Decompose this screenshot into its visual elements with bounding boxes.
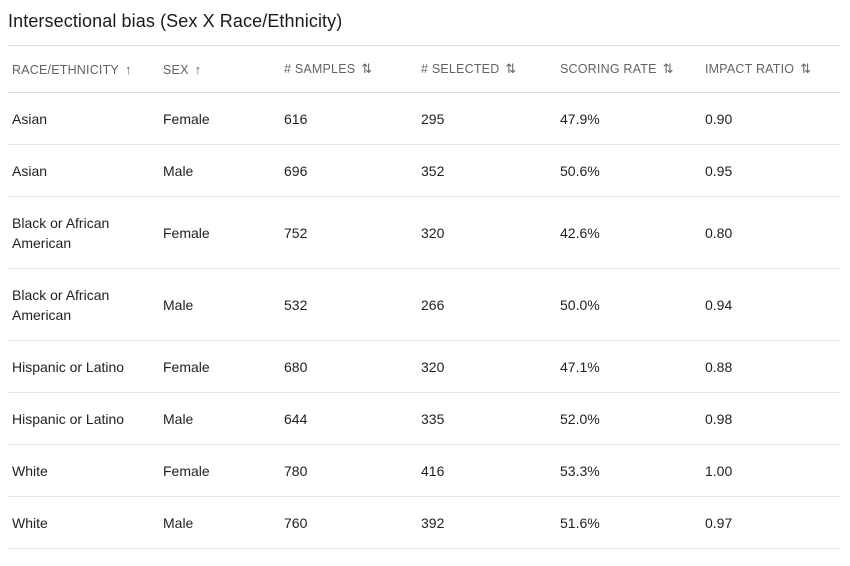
header-label: SCORING RATE bbox=[560, 62, 657, 76]
cell-samples: 752 bbox=[284, 224, 308, 241]
cell-impact-ratio: 0.88 bbox=[705, 358, 733, 375]
header-samples[interactable]: # SAMPLES ⇅ bbox=[280, 46, 417, 93]
table-row: White Female 780 416 53.3% 1.00 bbox=[8, 445, 840, 497]
cell-samples: 680 bbox=[284, 358, 308, 375]
cell-sex: Female bbox=[163, 224, 210, 241]
header-label: # SELECTED bbox=[421, 62, 500, 76]
table-row: White Male 760 392 51.6% 0.97 bbox=[8, 497, 840, 549]
header-label: SEX bbox=[163, 62, 189, 77]
cell-sex: Male bbox=[163, 514, 194, 531]
cell-samples: 532 bbox=[284, 296, 308, 313]
header-sex[interactable]: SEX ↑ bbox=[159, 46, 280, 93]
sort-updown-icon[interactable]: ⇅ bbox=[800, 61, 812, 76]
header-label: IMPACT RATIO bbox=[705, 62, 795, 76]
cell-samples: 760 bbox=[284, 514, 308, 531]
cell-race: Asian bbox=[12, 162, 48, 179]
cell-selected: 392 bbox=[421, 514, 445, 531]
cell-race: Asian bbox=[12, 110, 48, 127]
cell-scoring-rate: 42.6% bbox=[560, 224, 600, 241]
cell-scoring-rate: 53.3% bbox=[560, 462, 600, 479]
page-title: Intersectional bias (Sex X Race/Ethnicit… bbox=[8, 11, 343, 31]
cell-race: Hispanic or Latino bbox=[12, 410, 125, 427]
cell-selected: 266 bbox=[421, 296, 445, 313]
sort-updown-icon[interactable]: ⇅ bbox=[505, 61, 517, 76]
arrow-up-icon[interactable]: ↑ bbox=[194, 61, 202, 77]
cell-samples: 644 bbox=[284, 410, 308, 427]
table-row: Asian Male 696 352 50.6% 0.95 bbox=[8, 145, 840, 197]
cell-scoring-rate: 47.9% bbox=[560, 110, 600, 127]
header-label: # SAMPLES bbox=[284, 62, 356, 76]
header-impact-ratio[interactable]: IMPACT RATIO ⇅ bbox=[701, 46, 840, 93]
cell-sex: Female bbox=[163, 110, 210, 127]
cell-impact-ratio: 0.98 bbox=[705, 410, 733, 427]
cell-impact-ratio: 0.80 bbox=[705, 224, 733, 241]
table-row: Black or African American Female 752 320… bbox=[8, 197, 840, 269]
cell-sex: Female bbox=[163, 462, 210, 479]
cell-sex: Male bbox=[163, 162, 194, 179]
cell-selected: 320 bbox=[421, 358, 445, 375]
cell-selected: 295 bbox=[421, 110, 445, 127]
cell-selected: 320 bbox=[421, 224, 445, 241]
cell-race: White bbox=[12, 514, 48, 531]
cell-selected: 416 bbox=[421, 462, 445, 479]
cell-selected: 352 bbox=[421, 162, 445, 179]
table-row: Black or African American Male 532 266 5… bbox=[8, 269, 840, 341]
cell-samples: 780 bbox=[284, 462, 308, 479]
cell-impact-ratio: 0.94 bbox=[705, 296, 733, 313]
sort-updown-icon[interactable]: ⇅ bbox=[361, 61, 373, 76]
cell-selected: 335 bbox=[421, 410, 445, 427]
cell-race: Hispanic or Latino bbox=[12, 358, 125, 375]
header-selected[interactable]: # SELECTED ⇅ bbox=[417, 46, 556, 93]
cell-sex: Female bbox=[163, 358, 210, 375]
table-row: Hispanic or Latino Male 644 335 52.0% 0.… bbox=[8, 393, 840, 445]
table-row: Asian Female 616 295 47.9% 0.90 bbox=[8, 93, 840, 145]
intersectional-bias-table: RACE/ETHNICITY ↑ SEX ↑ # SAMPLES ⇅ # SELECT… bbox=[8, 45, 840, 549]
cell-impact-ratio: 0.97 bbox=[705, 514, 733, 531]
cell-scoring-rate: 47.1% bbox=[560, 358, 600, 375]
sort-updown-icon[interactable]: ⇅ bbox=[662, 61, 674, 76]
cell-race: Black or African American bbox=[12, 286, 110, 323]
cell-sex: Male bbox=[163, 410, 194, 427]
cell-impact-ratio: 1.00 bbox=[705, 462, 733, 479]
header-label: RACE/ETHNICITY bbox=[12, 62, 119, 77]
cell-scoring-rate: 51.6% bbox=[560, 514, 600, 531]
table-row: Hispanic or Latino Female 680 320 47.1% … bbox=[8, 341, 840, 393]
cell-impact-ratio: 0.90 bbox=[705, 110, 733, 127]
cell-sex: Male bbox=[163, 296, 194, 313]
cell-impact-ratio: 0.95 bbox=[705, 162, 733, 179]
cell-scoring-rate: 50.6% bbox=[560, 162, 600, 179]
cell-scoring-rate: 52.0% bbox=[560, 410, 600, 427]
header-scoring-rate[interactable]: SCORING RATE ⇅ bbox=[556, 46, 701, 93]
cell-race: White bbox=[12, 462, 48, 479]
table-header-row: RACE/ETHNICITY ↑ SEX ↑ # SAMPLES ⇅ # SELECT… bbox=[8, 45, 840, 93]
arrow-up-icon[interactable]: ↑ bbox=[124, 61, 132, 77]
cell-samples: 616 bbox=[284, 110, 308, 127]
cell-samples: 696 bbox=[284, 162, 308, 179]
cell-race: Black or African American bbox=[12, 214, 110, 251]
cell-scoring-rate: 50.0% bbox=[560, 296, 600, 313]
header-race-ethnicity[interactable]: RACE/ETHNICITY ↑ bbox=[8, 46, 159, 93]
